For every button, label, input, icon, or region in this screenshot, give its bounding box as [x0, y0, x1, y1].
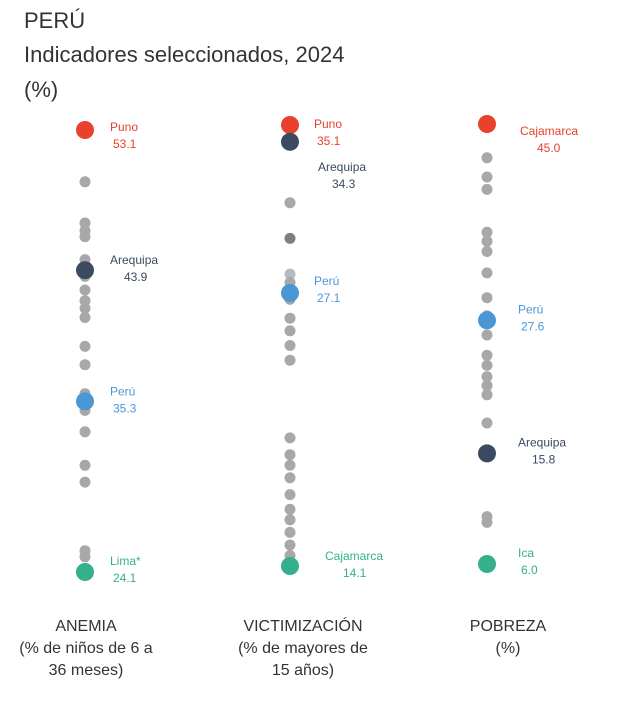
highlight-dot-victimizacion-national: [281, 284, 299, 302]
region-dot-victimizacion: [284, 354, 296, 366]
highlight-dot-pobreza-region_ref: [478, 444, 496, 463]
region-dot-anemia: [79, 176, 91, 188]
region-dot-anemia: [79, 459, 91, 471]
region-dot-pobreza: [481, 329, 493, 341]
column-subtitle-line: 15 años): [271, 662, 335, 679]
highlight-value-victimizacion: 14.1: [343, 566, 367, 580]
highlight-dot-victimizacion-region_ref: [281, 132, 299, 151]
column-label-victimizacion: VICTIMIZACIÓN (% de mayores de 15 años): [203, 616, 403, 682]
region-dot-victimizacion: [284, 503, 296, 515]
chart-unit: (%): [24, 77, 59, 102]
column-subtitle-line: (%): [495, 640, 521, 657]
region-dot-pobreza: [481, 246, 493, 257]
region-dot-victimizacion: [284, 432, 296, 444]
region-dot-victimizacion: [284, 197, 296, 209]
region-dot-pobreza: [481, 516, 493, 528]
region-dot-pobreza: [481, 371, 493, 383]
region-dot-pobreza: [481, 267, 493, 279]
highlight-dot-anemia-national: [76, 392, 94, 411]
highlight-value-pobreza: 45.0: [537, 141, 561, 155]
region-dot-victimizacion: [284, 268, 296, 280]
region-dot-victimizacion: [284, 340, 296, 351]
region-dot-pobreza: [481, 152, 493, 164]
region-dot-anemia: [79, 284, 91, 296]
highlight-value-anemia: 35.3: [113, 401, 137, 415]
region-dot-pobreza: [481, 389, 493, 401]
region-dot-pobreza: [481, 292, 493, 304]
region-dot-anemia: [79, 231, 91, 243]
highlight-label-victimizacion: Puno: [314, 117, 342, 131]
highlight-value-victimizacion: 27.1: [317, 291, 341, 305]
region-dot-pobreza: [481, 359, 493, 371]
region-dot-victimizacion: [284, 526, 296, 538]
region-dot-victimizacion: [284, 459, 296, 471]
highlight-label-anemia: Puno: [110, 120, 138, 134]
highlight-dot-pobreza-min: [478, 555, 496, 573]
region-dot-anemia: [79, 426, 91, 438]
region-dot-anemia: [79, 551, 91, 563]
region-dot-anemia: [79, 340, 91, 352]
region-dot-victimizacion: [284, 325, 296, 337]
highlight-label-victimizacion: Cajamarca: [325, 549, 383, 563]
highlight-label-pobreza: Ica: [518, 546, 534, 560]
highlight-label-pobreza: Cajamarca: [520, 124, 578, 138]
highlight-value-anemia: 53.1: [113, 137, 137, 151]
highlight-dot-victimizacion-min: [281, 557, 299, 575]
column-name: POBREZA: [469, 618, 547, 635]
region-dot-pobreza: [481, 417, 493, 429]
region-dot-pobreza: [481, 183, 493, 195]
column-subtitle-line: (% de niños de 6 a: [19, 640, 153, 657]
highlight-label-anemia: Perú: [110, 384, 135, 398]
highlight-label-pobreza: Arequipa: [518, 435, 566, 449]
column-label-pobreza: POBREZA (%): [408, 616, 608, 660]
region-dot-pobreza: [481, 349, 493, 361]
region-dot-pobreza: [481, 171, 493, 183]
highlight-label-anemia: Arequipa: [110, 253, 158, 267]
highlight-label-pobreza: Perú: [518, 302, 543, 316]
highlight-dot-anemia-region_ref: [76, 261, 94, 280]
region-dot-pobreza: [481, 235, 493, 247]
region-dot-anemia: [79, 217, 91, 229]
region-dot-anemia: [79, 359, 91, 371]
highlight-dot-anemia-max: [76, 121, 94, 139]
highlight-value-pobreza: 15.8: [532, 452, 556, 466]
region-dot-pobreza: [481, 226, 493, 238]
highlight-dot-pobreza-national: [478, 311, 496, 330]
highlight-value-pobreza: 27.6: [521, 319, 545, 333]
column-subtitle-line: 36 meses): [48, 662, 124, 679]
highlight-dot-anemia-min: [76, 563, 94, 581]
highlight-value-victimizacion: 35.1: [317, 134, 341, 148]
region-dot-victimizacion: [284, 489, 296, 501]
column-subtitle-line: (% de mayores de: [238, 640, 368, 657]
highlight-value-pobreza: 6.0: [521, 563, 538, 577]
region-dot-anemia: [79, 302, 91, 314]
highlight-label-victimizacion: Perú: [314, 274, 339, 288]
region-dot-victimizacion: [284, 472, 296, 484]
region-dot-victimizacion: [284, 449, 296, 461]
region-dot-anemia: [79, 476, 91, 488]
region-dot-victimizacion: [284, 232, 296, 244]
highlight-label-anemia: Lima*: [110, 554, 141, 568]
region-dot-victimizacion: [284, 539, 296, 551]
region-dot-pobreza: [481, 380, 493, 392]
column-label-anemia: ANEMIA (% de niños de 6 a 36 meses): [0, 616, 186, 682]
region-dot-anemia: [79, 312, 91, 323]
highlight-dot-pobreza-max: [478, 115, 496, 133]
region-dot-victimizacion: [284, 312, 296, 324]
highlight-dot-victimizacion-max: [281, 116, 299, 134]
highlight-value-victimizacion: 34.3: [332, 177, 356, 191]
region-dot-victimizacion: [284, 514, 296, 526]
region-dot-anemia: [79, 295, 91, 307]
column-name: ANEMIA: [55, 618, 117, 635]
column-name: VICTIMIZACIÓN: [243, 618, 363, 635]
highlight-label-victimizacion: Arequipa: [318, 160, 366, 174]
chart-title-country: PERÚ: [24, 8, 86, 33]
highlight-value-anemia: 24.1: [113, 571, 137, 585]
highlight-value-anemia: 43.9: [124, 270, 148, 284]
chart-subtitle: Indicadores seleccionados, 2024: [24, 42, 345, 67]
